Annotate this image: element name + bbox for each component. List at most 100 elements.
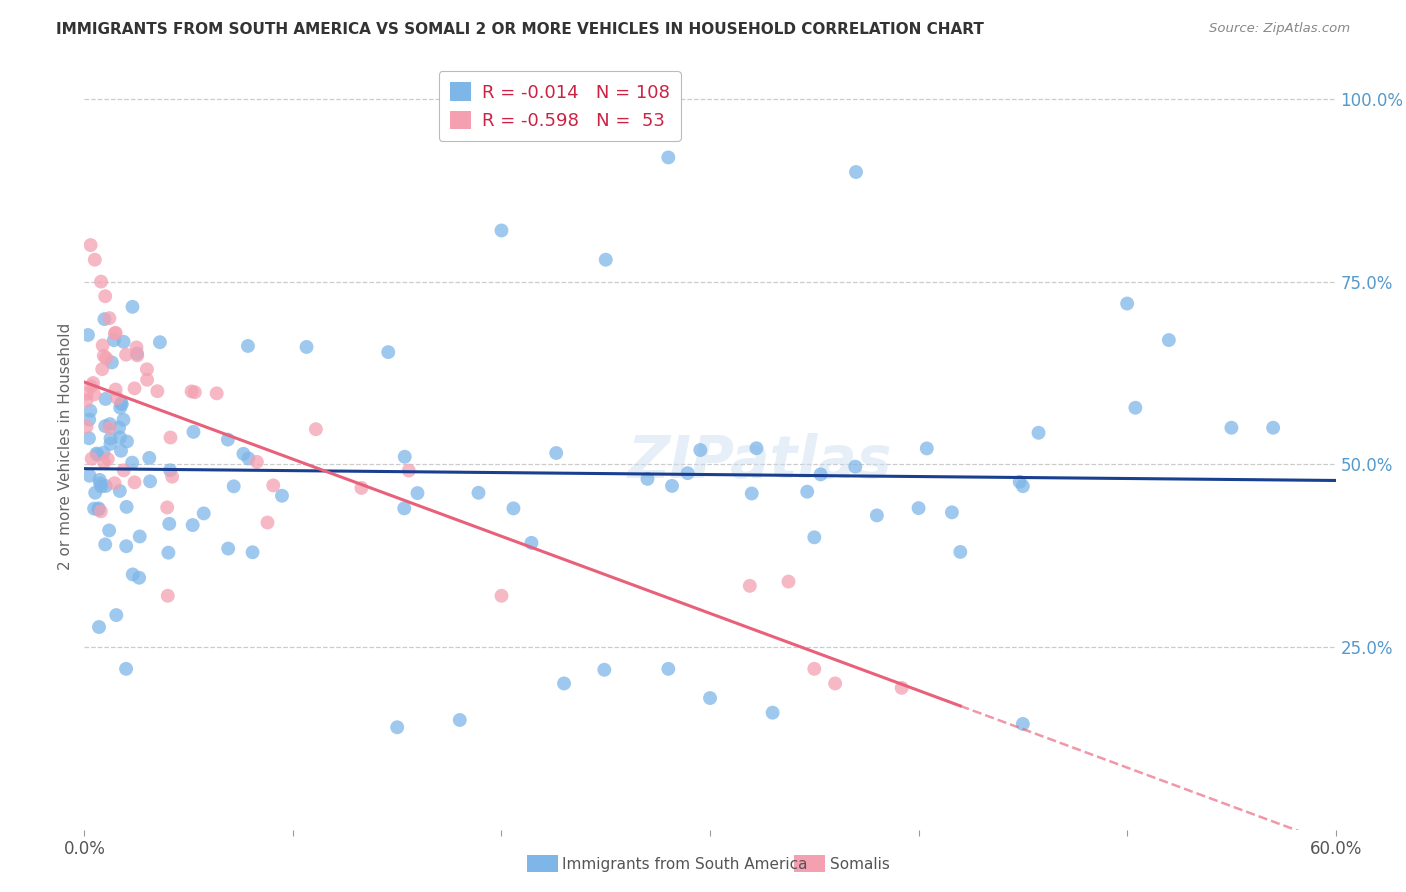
Point bbox=[915, 442, 938, 456]
Point bbox=[262, 478, 284, 492]
Bar bbox=[794, 855, 825, 872]
Point bbox=[115, 434, 138, 449]
Point bbox=[108, 483, 131, 498]
Point bbox=[1157, 333, 1180, 347]
Point bbox=[907, 501, 929, 516]
Point bbox=[1263, 421, 1285, 435]
Point bbox=[79, 238, 101, 252]
Point bbox=[115, 662, 138, 676]
Point bbox=[136, 373, 159, 387]
Point bbox=[1220, 421, 1243, 435]
Point bbox=[94, 419, 117, 434]
Point bbox=[159, 463, 181, 477]
Point bbox=[112, 413, 135, 427]
Point bbox=[232, 447, 254, 461]
Point bbox=[93, 349, 115, 363]
Point bbox=[87, 620, 110, 634]
Point bbox=[76, 386, 98, 401]
Point bbox=[159, 430, 181, 444]
Point bbox=[115, 348, 138, 362]
Point bbox=[90, 504, 112, 518]
Point bbox=[385, 720, 409, 734]
Point bbox=[236, 339, 259, 353]
Point bbox=[136, 362, 159, 376]
Point bbox=[866, 508, 889, 523]
Point bbox=[157, 516, 180, 531]
Point bbox=[181, 518, 204, 533]
Point bbox=[96, 351, 118, 366]
Point bbox=[217, 433, 239, 447]
Point bbox=[139, 475, 162, 489]
Point bbox=[941, 505, 963, 519]
Point bbox=[676, 466, 699, 480]
Point bbox=[121, 456, 143, 470]
Point bbox=[125, 346, 148, 360]
Point bbox=[890, 681, 912, 695]
Point bbox=[156, 500, 179, 515]
Point bbox=[100, 431, 122, 445]
Point bbox=[86, 446, 108, 460]
Point bbox=[125, 340, 148, 354]
Point bbox=[1011, 717, 1033, 731]
Point bbox=[98, 417, 121, 431]
Text: Immigrants from South America: Immigrants from South America bbox=[562, 857, 808, 871]
Point bbox=[87, 502, 110, 516]
Point bbox=[217, 541, 239, 556]
Y-axis label: 2 or more Vehicles in Household: 2 or more Vehicles in Household bbox=[58, 322, 73, 570]
Point bbox=[762, 706, 785, 720]
Point bbox=[128, 529, 150, 543]
Point bbox=[128, 571, 150, 585]
Point bbox=[108, 420, 131, 434]
Point bbox=[637, 472, 659, 486]
Point bbox=[124, 381, 146, 395]
Point bbox=[104, 383, 127, 397]
Point bbox=[689, 443, 711, 458]
Point bbox=[93, 456, 115, 470]
Point bbox=[105, 391, 128, 405]
Point bbox=[406, 486, 429, 500]
Point bbox=[111, 397, 134, 411]
Point bbox=[105, 608, 128, 623]
Point bbox=[115, 539, 138, 553]
Point bbox=[738, 579, 761, 593]
Point bbox=[398, 464, 420, 478]
Point bbox=[149, 335, 172, 350]
Point bbox=[661, 479, 683, 493]
Point bbox=[104, 326, 127, 341]
Point bbox=[238, 451, 260, 466]
Point bbox=[193, 507, 215, 521]
Point bbox=[491, 589, 513, 603]
Point bbox=[271, 489, 294, 503]
Point bbox=[121, 300, 143, 314]
Point bbox=[94, 289, 117, 303]
Point bbox=[160, 469, 183, 483]
Point bbox=[138, 450, 160, 465]
Point bbox=[112, 334, 135, 349]
Point bbox=[98, 421, 121, 435]
Point bbox=[256, 516, 278, 530]
Point bbox=[91, 338, 114, 352]
Point bbox=[83, 387, 105, 401]
Point bbox=[1116, 296, 1139, 310]
Point bbox=[844, 459, 866, 474]
Point bbox=[1012, 479, 1035, 493]
Point bbox=[110, 396, 132, 410]
Point bbox=[246, 455, 269, 469]
Point bbox=[103, 476, 125, 491]
Point bbox=[90, 479, 112, 493]
Point bbox=[86, 448, 108, 462]
Point bbox=[97, 452, 120, 467]
Text: ZIPatlas: ZIPatlas bbox=[628, 433, 893, 490]
Point bbox=[778, 574, 800, 589]
Point bbox=[77, 431, 100, 445]
Point bbox=[108, 430, 131, 444]
Point bbox=[79, 468, 101, 483]
Point bbox=[115, 500, 138, 514]
Point bbox=[394, 501, 416, 516]
Point bbox=[80, 379, 103, 393]
Point bbox=[90, 275, 112, 289]
Point bbox=[87, 501, 110, 516]
Point bbox=[98, 524, 121, 538]
Point bbox=[810, 467, 832, 482]
Point bbox=[75, 419, 97, 434]
